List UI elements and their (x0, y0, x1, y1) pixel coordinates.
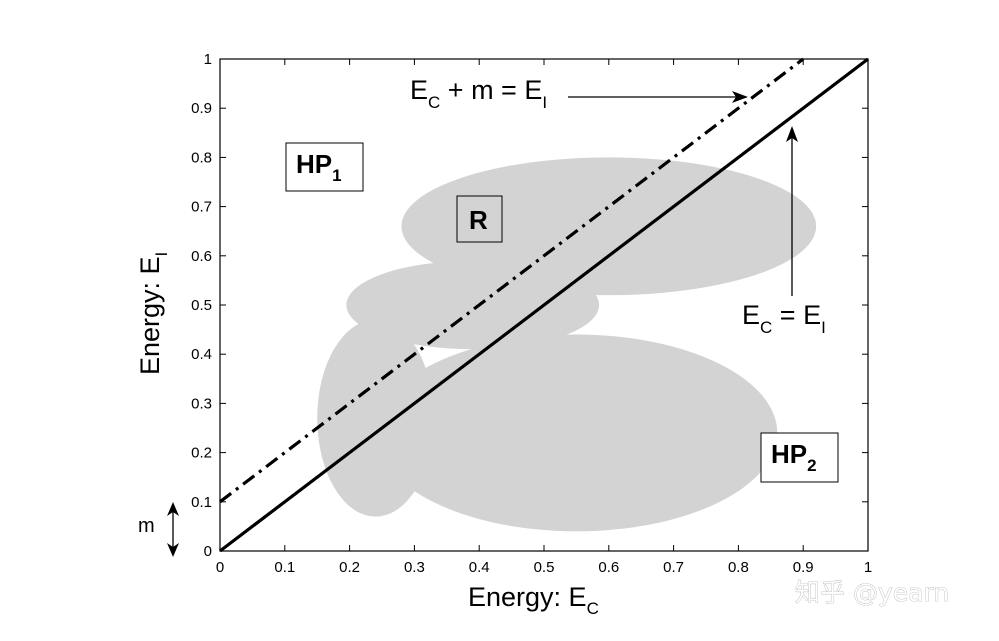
x-axis-label-main: Energy: E (468, 582, 587, 612)
dashdot-label-sub2: I (542, 93, 547, 112)
hp2-box (760, 432, 839, 483)
hp1-box (285, 142, 364, 192)
y-tick-label-6: 0.6 (191, 248, 212, 265)
y-tick-label-9: 0.9 (191, 100, 212, 117)
solid-label-sub1: C (760, 318, 772, 337)
hp1-label-sub: 1 (332, 166, 341, 185)
tick-layer: 0 0.1 0.2 0.3 0.4 0.5 0.6 0.7 0.8 0.9 1 0 0.1 0.2 0.3 0… (191, 51, 872, 576)
y-tick-label-1: 0.1 (191, 494, 212, 511)
hp2-label: HP2 (771, 439, 817, 475)
solid-arrow-head (786, 126, 798, 142)
region-ellipse-1 (375, 334, 778, 532)
hp1-label: HP1 (296, 149, 342, 185)
y-tick-label-3: 0.3 (191, 395, 212, 412)
solid-series-line (219, 57, 869, 553)
y-tick-label-8: 0.8 (191, 149, 212, 166)
x-tick-label-6: 0.6 (598, 559, 619, 576)
x-tick-label-3: 0.3 (404, 559, 425, 576)
y-tick-label-10: 1 (204, 51, 212, 68)
solid-label-main: E (742, 300, 760, 330)
x-tick-label-9: 0.9 (793, 559, 814, 576)
hp1-label-main: HP (296, 149, 332, 179)
dashdot-label-sub1: C (428, 93, 440, 112)
r-label: R (469, 205, 488, 235)
x-tick-label-4: 0.4 (469, 559, 490, 576)
r-box (456, 195, 503, 243)
y-axis-label: Energy: EI (135, 252, 171, 375)
y-tick-label-5: 0.5 (191, 297, 212, 314)
hp2-label-sub: 2 (807, 456, 816, 475)
m-arrow-head-up (167, 502, 179, 516)
y-axis-label-main: Energy: E (135, 256, 165, 375)
y-axis-label-sub: I (152, 252, 171, 257)
x-tick-label-8: 0.8 (728, 559, 749, 576)
hp2-label-main: HP (771, 439, 807, 469)
x-axis-label-sub: C (587, 599, 599, 618)
x-tick-label-10: 1 (864, 559, 872, 576)
dashdot-label-mid: + m = E (440, 75, 542, 105)
x-tick-label-0: 0 (216, 559, 224, 576)
solid-line-label: EC = EI (742, 300, 826, 337)
dashdot-line-label: EC + m = EI (410, 75, 547, 112)
solid-label-sub2: I (821, 318, 826, 337)
x-axis-label: Energy: EC (468, 582, 599, 618)
region-layer (317, 157, 817, 532)
y-tick-label-4: 0.4 (191, 346, 212, 363)
x-tick-label-7: 0.7 (663, 559, 684, 576)
watermark: 知乎 @yearn (795, 578, 949, 607)
region-ellipse-2 (317, 319, 434, 517)
region-ellipse-4 (401, 157, 817, 296)
x-tick-label-5: 0.5 (534, 559, 555, 576)
x-tick-label-1: 0.1 (274, 559, 295, 576)
x-tick-label-2: 0.2 (339, 559, 360, 576)
y-tick-label-0: 0 (204, 543, 212, 560)
dashdot-label-main: E (410, 75, 428, 105)
solid-label-mid: = E (772, 300, 821, 330)
y-tick-label-2: 0.2 (191, 445, 212, 462)
m-label: m (138, 515, 155, 537)
m-arrow-head-down (167, 543, 179, 557)
dashdot-series-line (219, 57, 805, 504)
y-tick-label-7: 0.7 (191, 199, 212, 216)
dashdot-arrow-head (732, 91, 748, 103)
series-layer (219, 57, 869, 553)
